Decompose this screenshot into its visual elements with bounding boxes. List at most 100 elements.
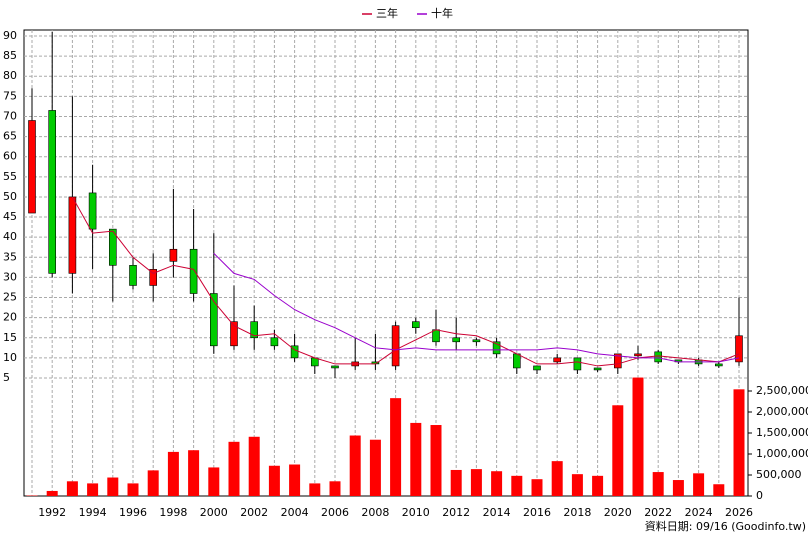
y-tick-label: 35 [3,250,17,263]
candle-body [68,196,77,274]
x-tick-label: 1994 [79,506,107,519]
candle-body [613,353,622,369]
y-tick-label: 55 [3,170,17,183]
volume-bar [329,481,341,496]
y2-tick-label: 2,000,000 [756,405,808,418]
volume-bar [66,481,78,496]
ma-line [213,252,740,363]
volume-bar [248,436,260,496]
volume-bar [46,490,58,496]
y2-tick-label: 0 [756,489,763,502]
candle-body [88,192,97,230]
candle-body [533,365,541,371]
candle-body [109,228,117,266]
volume-bar [309,483,321,496]
volume-bar [571,474,583,496]
volume-bar [430,425,442,496]
volume-bar [713,484,725,496]
volume-bar [652,472,664,496]
volume-bar [127,483,139,496]
candle-body [129,265,137,286]
legend-label: 三年 [376,6,398,20]
volume-bar [167,451,179,496]
volume-bar [208,467,220,496]
y-tick-label: 50 [3,190,17,203]
x-tick-label: 2012 [442,506,470,519]
x-tick-label: 2010 [402,506,430,519]
volume-bar [349,435,361,496]
x-tick-label: 2002 [240,506,268,519]
candle-body [28,120,36,214]
x-tick-label: 2008 [361,506,389,519]
candle-body [48,110,57,274]
candle-body [210,293,218,347]
x-tick-label: 2014 [483,506,511,519]
candle-body [634,353,642,357]
candle-body [331,365,339,369]
y-tick-label: 15 [3,331,17,344]
y-tick-label: 70 [3,109,17,122]
x-tick-label: 2000 [200,506,228,519]
candle-body [432,329,440,343]
y-tick-label: 10 [3,351,17,364]
volume-bar [632,377,644,496]
candle-body [411,321,420,329]
x-tick-label: 2016 [523,506,551,519]
candle-body [290,345,299,359]
volume-bar [188,450,200,496]
candle-body [735,335,743,363]
candle-body [654,351,663,363]
y-tick-label: 25 [3,291,17,304]
candle-body [169,248,178,262]
x-tick-label: 2004 [281,506,309,519]
y2-tick-label: 2,500,000 [756,384,808,397]
volume-bar [147,470,159,496]
candle-body [553,357,562,363]
x-tick-label: 2006 [321,506,349,519]
y-tick-label: 45 [3,210,17,223]
volume-bar [369,439,381,496]
volume-bar [531,479,543,496]
volume-bar [672,480,684,496]
volume-bar [470,469,482,496]
volume-bar [592,475,604,496]
candle-body [250,321,258,339]
x-tick-label: 2026 [725,506,753,519]
volume-bar [228,441,240,496]
volume-bar [268,465,280,496]
x-tick-label: 2022 [644,506,672,519]
volume-bar [289,464,301,496]
candle-body [714,363,723,367]
x-tick-label: 1996 [119,506,147,519]
y2-tick-label: 1,000,000 [756,447,808,460]
candle-body [452,337,461,343]
volume-bar [450,469,462,496]
volume-bar [551,461,563,496]
candle-body [512,353,521,369]
y-tick-label: 75 [3,89,17,102]
y-tick-label: 5 [3,371,10,384]
x-tick-label: 2018 [563,506,591,519]
candle-body [492,341,501,355]
candle-body [230,321,238,347]
volume-bar [612,405,624,496]
y-tick-label: 30 [3,270,17,283]
y-tick-label: 65 [3,130,17,143]
ma-line [71,196,740,367]
volume-bar [511,475,523,496]
candle-body [593,367,602,371]
x-tick-label: 2020 [604,506,632,519]
y-tick-label: 60 [3,150,17,163]
candle-body [472,339,481,343]
y2-tick-label: 1,500,000 [756,426,808,439]
volume-bar [410,422,422,496]
y2-tick-label: 500,000 [756,468,802,481]
volume-bar [733,389,745,496]
candle-body [149,269,157,286]
y-tick-label: 40 [3,230,17,243]
y-tick-label: 90 [3,29,17,42]
x-tick-label: 1998 [159,506,187,519]
candle-body [189,248,198,294]
candle-body [573,357,582,371]
y-tick-label: 85 [3,49,17,62]
